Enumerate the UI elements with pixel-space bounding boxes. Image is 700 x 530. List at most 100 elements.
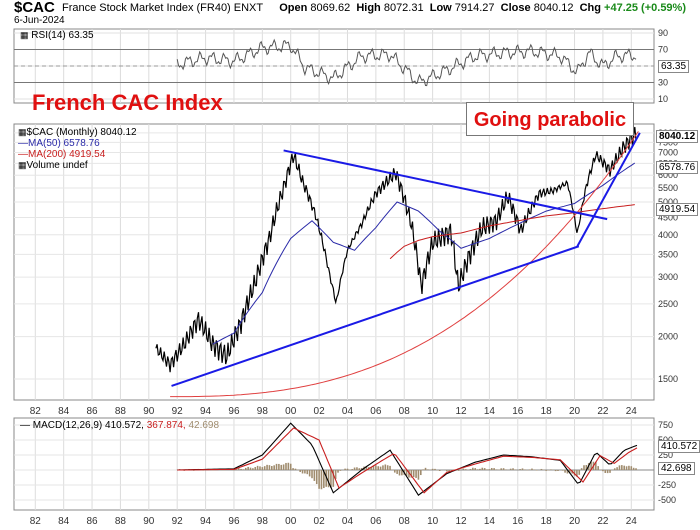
price-panel-frame (13, 123, 655, 401)
rsi-value-tag: 63.35 (658, 60, 690, 73)
macd-histogram-bar (583, 465, 585, 470)
x-tick-label-bottom: 96 (228, 516, 240, 527)
macd-histogram-bar (585, 464, 588, 470)
x-tick-label-top: 14 (484, 406, 496, 417)
x-tick-label-top: 84 (58, 406, 70, 417)
macd-histogram-bar (415, 470, 417, 478)
macd-signal-line (177, 427, 638, 494)
macd-histogram-bar (313, 470, 316, 481)
macd-histogram-bar (528, 469, 531, 470)
price-legend-main: ▦$CAC (Monthly) 8040.12 (18, 127, 137, 138)
macd-histogram-bar (531, 468, 533, 470)
close-value: 8040.12 (533, 2, 574, 14)
macd-histogram-bar (566, 470, 569, 474)
close-value-tag: 8040.12 (656, 130, 699, 143)
macd-histogram-bar (315, 470, 318, 485)
macd-histogram-bar (533, 469, 536, 470)
macd-histogram-bar (580, 468, 583, 470)
x-tick-label-bottom: 22 (597, 516, 609, 527)
x-tick-label-bottom: 14 (484, 516, 496, 527)
macd-histogram-bar (590, 461, 592, 470)
macd-histogram-bar (490, 468, 493, 470)
hist-value-tag: 42.698 (658, 462, 695, 475)
macd-histogram-bar (318, 470, 320, 489)
x-tick-label-top: 18 (541, 406, 553, 417)
high-value: 8072.31 (383, 2, 424, 14)
macd-histogram-bar (287, 462, 290, 470)
price-tick-label: 3000 (658, 272, 678, 282)
macd-histogram-bar (431, 468, 434, 470)
macd-histogram-bar (289, 463, 292, 470)
macd-histogram-bar (401, 470, 403, 476)
price-tick-label: 2000 (658, 332, 678, 342)
macd-histogram-bar (282, 464, 285, 470)
macd-histogram-bar (382, 465, 384, 470)
macd-legend-name: MACD(12,26,9) (32, 420, 103, 431)
macd-histogram-bar (604, 470, 607, 473)
macd-legend-signal: 367.874, (146, 420, 186, 431)
macd-histogram-bar (237, 468, 240, 470)
x-tick-label-bottom: 94 (200, 516, 212, 527)
macd-histogram-bar (410, 470, 413, 478)
macd-value-tag: 410.572 (658, 440, 700, 453)
macd-histogram-bar (365, 466, 368, 470)
macd-histogram-bar (476, 469, 479, 470)
x-tick-label-bottom: 88 (115, 516, 127, 527)
macd-histogram-bar (635, 468, 637, 470)
macd-histogram-bar (334, 470, 337, 479)
macd-histogram-bar (249, 467, 252, 470)
macd-histogram-bar (252, 468, 254, 470)
macd-histogram-bar (505, 469, 507, 470)
price-tick-label: 6000 (658, 170, 678, 180)
macd-histogram-bar (379, 466, 382, 470)
steep-trendline (576, 132, 641, 247)
macd-tick-label: -250 (658, 480, 676, 490)
macd-histogram-bar (242, 469, 245, 470)
macd-histogram-bar (384, 464, 387, 470)
macd-histogram-bar (434, 468, 436, 470)
macd-histogram-bar (597, 466, 599, 470)
macd-histogram-bar (351, 469, 354, 470)
macd-histogram-bar (469, 469, 472, 470)
x-tick-label-bottom: 06 (370, 516, 382, 527)
macd-histogram-bar (244, 467, 247, 470)
macd-histogram-bar (493, 468, 495, 470)
macd-histogram-bar (356, 467, 358, 470)
price-tick-label: 7000 (658, 148, 678, 158)
macd-legend: — MACD(12,26,9) 410.572, 367.874, 42.698 (20, 420, 220, 431)
symbol-description: France Stock Market Index (FR40) ENXT (62, 2, 264, 14)
x-tick-label-top: 06 (370, 406, 382, 417)
x-tick-label-bottom: 16 (512, 516, 524, 527)
macd-histogram-bar (247, 466, 249, 470)
macd-histogram-bar (564, 470, 566, 473)
x-tick-label-top: 24 (626, 406, 638, 417)
price-tick-label: 1500 (658, 374, 678, 384)
x-tick-label-top: 00 (285, 406, 297, 417)
macd-histogram-bar (299, 470, 301, 472)
macd-legend-macd: 410.572, (105, 420, 144, 431)
macd-histogram-bar (621, 465, 623, 470)
macd-histogram-bar (628, 465, 630, 470)
macd-histogram-bar (256, 465, 259, 470)
macd-histogram-bar (192, 470, 195, 471)
macd-histogram-bar (261, 467, 264, 470)
macd-histogram-bar (337, 470, 339, 473)
macd-histogram-bar (486, 469, 488, 470)
x-tick-label-top: 96 (228, 406, 240, 417)
x-tick-label-top: 02 (314, 406, 326, 417)
macd-histogram-bar (540, 468, 543, 470)
macd-histogram-bar (268, 465, 271, 470)
macd-histogram-bar (509, 468, 512, 470)
price-legend-text: $CAC (Monthly) 8040.12 (26, 127, 137, 138)
macd-histogram-bar (353, 467, 356, 470)
chart-annotation-title: French CAC Index (32, 90, 223, 115)
macd-histogram-bar (270, 466, 273, 470)
macd-tick-label: -500 (658, 495, 676, 505)
macd-histogram-bar (285, 462, 287, 470)
macd-histogram-bar (569, 470, 571, 474)
ma200-legend: —MA(200) 4919.54 (18, 149, 106, 160)
high-label: High (356, 2, 381, 14)
macd-histogram-bar (408, 470, 410, 478)
rsi-line (176, 38, 637, 87)
price-tick-label: 4500 (658, 212, 678, 222)
